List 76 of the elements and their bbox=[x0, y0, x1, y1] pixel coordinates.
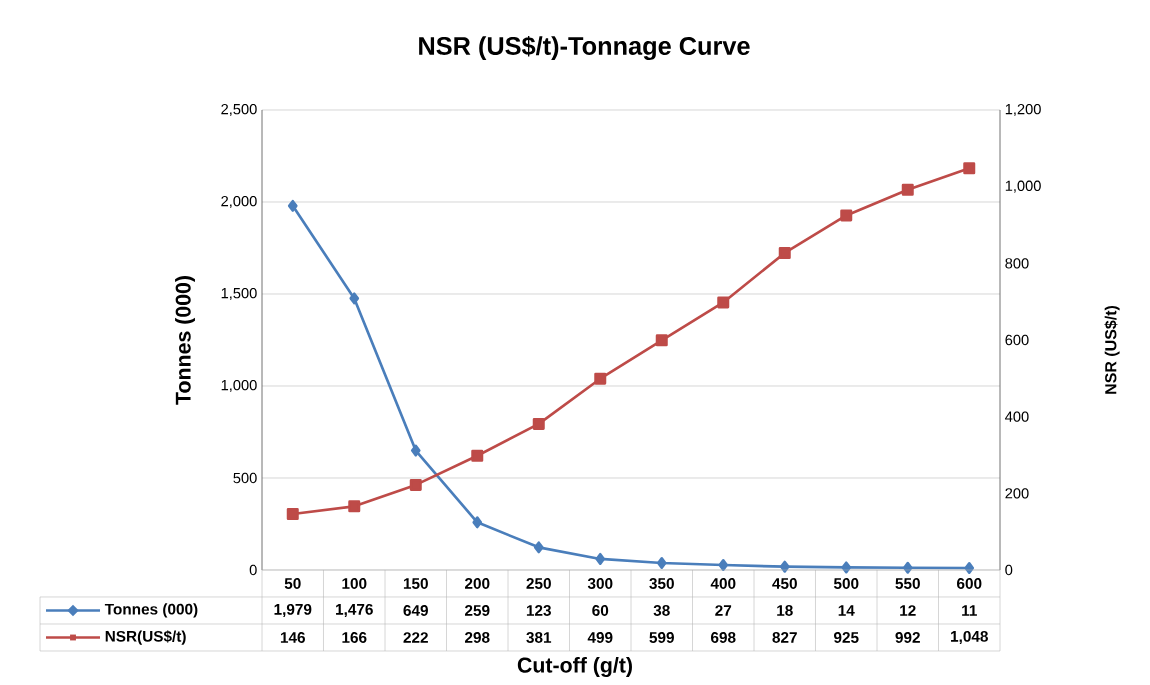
data-label: 1,476 bbox=[336, 603, 373, 618]
data-label: 599 bbox=[649, 632, 674, 643]
point bbox=[409, 478, 422, 491]
x-tick-label: 100 bbox=[342, 578, 367, 589]
y2-tick-label: 800 bbox=[1005, 258, 1029, 269]
x-tick-label: 500 bbox=[833, 578, 859, 589]
point bbox=[348, 500, 361, 513]
y2-tick-label: 1,000 bbox=[1005, 180, 1041, 193]
y2-tick-label: 200 bbox=[1005, 488, 1029, 499]
data-label: 298 bbox=[464, 632, 490, 643]
x-tick-label: 550 bbox=[895, 578, 920, 589]
y2-tick-label: 0 bbox=[1005, 564, 1013, 576]
point bbox=[655, 334, 668, 347]
y-tick-label: 0 bbox=[249, 564, 257, 576]
point bbox=[717, 296, 730, 309]
point bbox=[656, 556, 667, 569]
x-tick-label: 600 bbox=[957, 578, 982, 589]
y2-tick-label: 400 bbox=[1005, 411, 1029, 422]
point bbox=[472, 516, 483, 529]
legend-label: Tonnes (000) bbox=[104, 603, 198, 618]
data-label: 14 bbox=[838, 605, 855, 616]
x-axis-title: Cut-off (g/t) bbox=[517, 657, 632, 677]
data-label: 1,979 bbox=[274, 603, 312, 618]
y-axis-title: Tonnes (000) bbox=[175, 276, 195, 405]
point bbox=[349, 292, 360, 305]
x-tick-label: 50 bbox=[284, 578, 301, 589]
point bbox=[963, 162, 976, 175]
data-label: 18 bbox=[777, 605, 793, 616]
point bbox=[840, 209, 853, 222]
point bbox=[533, 541, 544, 554]
point bbox=[286, 508, 299, 521]
x-tick-label: 300 bbox=[587, 578, 613, 589]
data-label: 38 bbox=[653, 605, 670, 616]
y2-tick-label: 600 bbox=[1005, 334, 1029, 346]
x-tick-label: 150 bbox=[403, 578, 428, 589]
point bbox=[471, 449, 484, 462]
x-tick-label: 450 bbox=[772, 578, 797, 589]
data-label: 992 bbox=[895, 632, 920, 643]
point bbox=[778, 246, 791, 259]
data-label: 123 bbox=[526, 605, 551, 616]
data-label: 381 bbox=[526, 632, 552, 643]
data-label: 649 bbox=[403, 605, 428, 616]
legend-label: NSR(US$/t) bbox=[105, 630, 186, 645]
data-label: 698 bbox=[711, 632, 736, 643]
x-tick-label: 250 bbox=[526, 578, 551, 589]
data-label: 222 bbox=[403, 632, 428, 643]
data-label: 11 bbox=[962, 605, 977, 616]
point bbox=[901, 183, 914, 196]
point bbox=[718, 559, 729, 572]
data-label: 12 bbox=[900, 605, 916, 616]
point bbox=[779, 560, 790, 573]
y-tick-label: 2,000 bbox=[221, 195, 257, 209]
point bbox=[532, 417, 545, 430]
chart-title: NSR (US$/t)-Tonnage Curve bbox=[419, 35, 750, 61]
y2-tick-label: 1,200 bbox=[1005, 103, 1041, 117]
y-tick-label: 2,500 bbox=[221, 103, 257, 117]
data-label: 499 bbox=[587, 632, 613, 643]
point bbox=[287, 199, 298, 212]
data-label: 146 bbox=[280, 632, 305, 643]
y-tick-label: 500 bbox=[233, 472, 257, 484]
data-label: 1,048 bbox=[951, 630, 988, 645]
y2-axis-title: NSR (US$/t) bbox=[1104, 305, 1120, 394]
y-tick-label: 1,000 bbox=[221, 379, 257, 393]
data-label: 166 bbox=[342, 632, 367, 643]
data-label: 259 bbox=[464, 605, 490, 616]
data-label: 827 bbox=[772, 632, 797, 643]
x-tick-label: 200 bbox=[464, 578, 490, 589]
data-label: 60 bbox=[592, 605, 609, 616]
point bbox=[594, 372, 607, 385]
x-tick-label: 350 bbox=[649, 578, 674, 589]
x-tick-label: 400 bbox=[710, 578, 736, 589]
point bbox=[410, 444, 421, 457]
data-label: 27 bbox=[715, 605, 732, 616]
y-tick-label: 1,500 bbox=[221, 287, 257, 301]
data-label: 925 bbox=[833, 632, 859, 643]
point bbox=[595, 552, 606, 565]
